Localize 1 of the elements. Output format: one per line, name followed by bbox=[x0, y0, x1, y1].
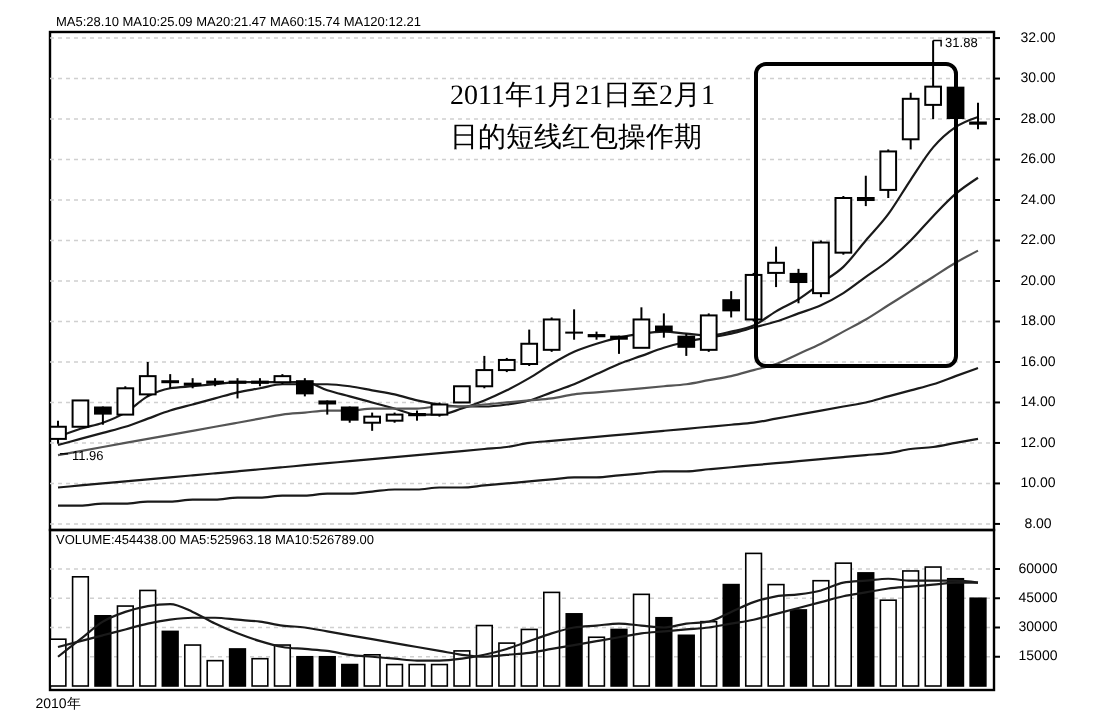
annotation: 2011年1月21日至2月1日的短线红包操作期 bbox=[450, 80, 715, 154]
